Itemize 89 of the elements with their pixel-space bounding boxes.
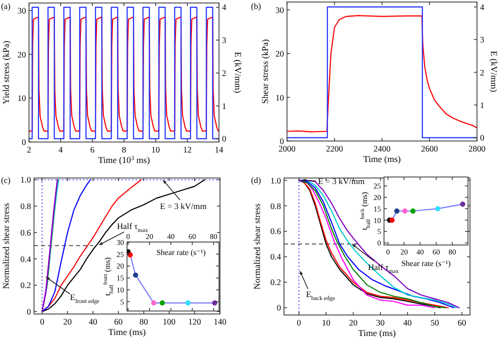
y-tick-label: 1.0 [20, 174, 31, 185]
x-tick-label: 2 [26, 144, 32, 154]
y2-tick-label: 4 [480, 2, 485, 12]
x-tick-label: 40 [88, 316, 98, 326]
y-tick-label: 0.8 [20, 201, 31, 212]
y-axis-title: Shear stress (kPa) [260, 39, 270, 104]
x-tick-label: 20 [348, 318, 358, 328]
x-tick-label: 10 [151, 144, 160, 154]
chart-title: (a) [1, 1, 11, 11]
line-series [42, 179, 206, 312]
y-tick-label: 10 [18, 93, 26, 104]
y2-axis-title: E (kV/mm) [233, 52, 243, 94]
x-tick-label: 2400 [374, 144, 390, 154]
x-tick-label: 80 [140, 316, 148, 326]
x-tick-label: 0 [40, 316, 44, 326]
x-axis-title: Shear rate (s⁻¹) [156, 248, 206, 257]
y2-tick-label: 0 [480, 132, 484, 143]
x-tick-label: 2800 [468, 144, 486, 154]
y-tick-label: 20 [276, 48, 284, 59]
x-tick-label: 50 [430, 318, 439, 328]
y-axis-title: Yield stress (kPa) [1, 40, 11, 104]
x-tick-label: 2600 [421, 144, 438, 154]
x-axis-title: Shear rate (s⁻¹) [401, 259, 451, 268]
x-tick-label: 8 [122, 144, 126, 154]
y2-tick-label: 4 [222, 2, 227, 12]
x-tick-label: 120 [188, 316, 201, 326]
annotation: E$_{back edge}$ [306, 289, 336, 302]
annotation: Half τ$_{max}$ [117, 221, 148, 234]
y-tick-label: 0 [280, 136, 284, 146]
x-tick-label: 2200 [326, 144, 343, 154]
y-tick-label: 30 [18, 5, 26, 16]
y-tick-label: 0.4 [270, 252, 282, 262]
y-tick-label: 10 [276, 92, 284, 102]
point [410, 208, 416, 214]
x-tick-label: 60 [458, 318, 466, 328]
y-tick-label: 30 [276, 4, 284, 15]
y2-tick-label: 0 [222, 134, 226, 144]
y2-tick-label: 3 [222, 35, 226, 46]
y2-axis-title: E (kV/mm) [489, 50, 499, 92]
x-tick-label: 40 [403, 318, 412, 328]
x-tick-label: 12 [183, 144, 192, 154]
x-tick-label: 6 [90, 144, 94, 154]
y-tick-label: 20 [18, 49, 26, 60]
annotation: E = 3 kV/mm [318, 176, 365, 186]
point [389, 218, 395, 223]
y-tick-label: 0 [26, 306, 31, 317]
y2-tick-label: 2 [480, 67, 484, 78]
x-tick-label: 2000 [278, 144, 296, 154]
point [160, 300, 165, 306]
x-axis-title: Time (ms) [363, 154, 401, 164]
x-tick-label: 60 [114, 316, 123, 326]
point [394, 208, 400, 214]
x-tick-label: 100 [162, 316, 176, 326]
y-tick-label: 0.2 [270, 277, 281, 288]
point [212, 300, 218, 306]
chart-title: (c) [1, 175, 11, 185]
y2-tick-label: 1 [480, 100, 484, 110]
x-tick-label: 140 [214, 316, 226, 326]
x-axis-title: Time (10$^{3}$ ms) [98, 154, 150, 165]
y-tick-label: 0.6 [20, 227, 31, 238]
y2-tick-label: 2 [222, 68, 226, 78]
annotation: E = 3 kV/mm [160, 201, 207, 211]
x-tick-label: 14 [214, 144, 224, 154]
point [151, 300, 156, 306]
x-axis-title: Time (ms) [108, 327, 146, 337]
x-tick-label: 4 [58, 144, 64, 154]
point [132, 272, 138, 278]
point [402, 208, 408, 214]
y-axis-title: Normalized shear stress [1, 202, 11, 289]
x-axis-title: Time (ms) [358, 328, 396, 338]
chart-title: (d) [251, 175, 262, 185]
annotation: E$_{front edge}$ [70, 292, 100, 305]
y-tick-label: 0.6 [270, 226, 281, 236]
x-tick-label: 20 [63, 316, 72, 326]
y-axis-title: Normalized shear stress [252, 203, 262, 290]
x-tick-label: 10 [322, 318, 330, 328]
chart-title: (b) [251, 1, 262, 11]
y-tick-label: 0.2 [20, 280, 31, 290]
y-tick-label: 0 [276, 302, 281, 313]
y-tick-label: 0.8 [270, 200, 281, 211]
point [185, 300, 191, 306]
y-tick-label: 1.0 [270, 175, 281, 186]
x-tick-label: 0 [296, 318, 302, 328]
point [460, 202, 466, 207]
y2-tick-label: 1 [222, 100, 226, 111]
y-tick-label: 0 [22, 136, 26, 147]
point [435, 206, 440, 212]
y-tick-label: 0.4 [20, 254, 32, 264]
y2-tick-label: 3 [480, 34, 484, 45]
